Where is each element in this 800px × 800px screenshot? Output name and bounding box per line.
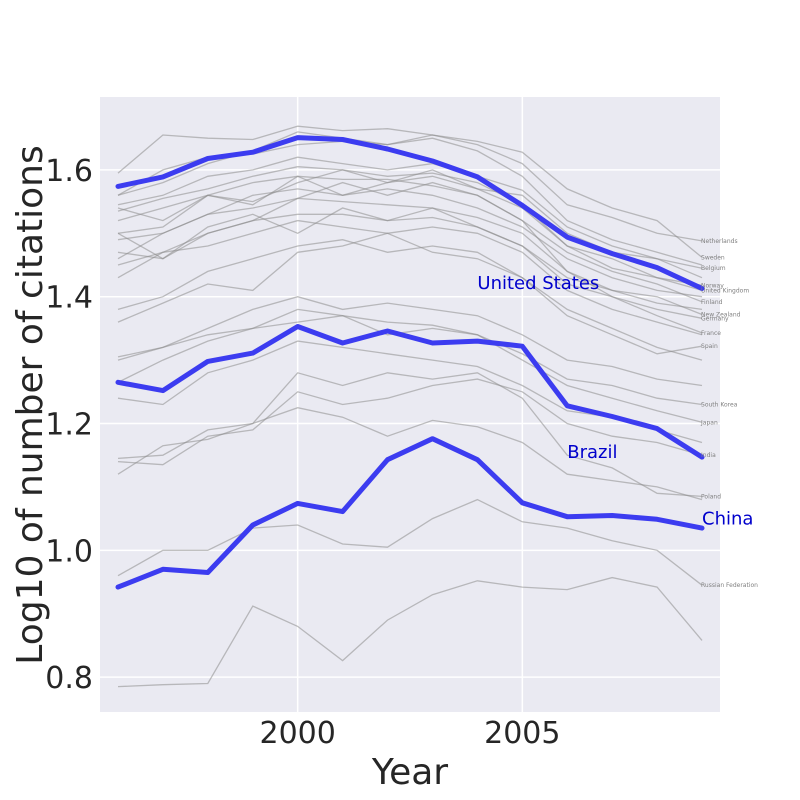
series-end-label: Belgium [701,265,726,272]
series-end-label: Spain [701,343,718,350]
background-series-line [117,372,703,498]
series-end-label: Germany [701,315,729,322]
background-series-line [117,232,703,361]
background-series-line [117,213,703,334]
x-axis-label: Year [371,752,448,793]
series-end-label: Poland [701,493,721,500]
y-tick-label: 1.2 [45,408,93,443]
series-end-label: India [701,452,716,459]
series-end-label: France [701,330,721,337]
series-end-label: Norway [701,282,724,289]
background-series-line [117,407,703,501]
plot-background [100,97,720,712]
series-end-label: Russian Federation [701,582,758,589]
background-series-line [117,498,703,586]
highlight-series-line [115,436,705,590]
highlight-series-label: Brazil [567,442,617,463]
y-tick-label: 0.8 [45,661,93,696]
series-end-label: Finland [701,299,723,306]
y-tick-label: 1.6 [45,154,93,189]
background-series-line [117,175,703,303]
background-series-line [117,156,703,269]
background-series-line [117,125,703,242]
series-end-label: New Zealand [701,311,741,318]
background-series-line [117,131,703,266]
highlight-labels: United States Brazil China [477,273,753,529]
background-series-line [117,315,703,406]
series-end-label: Sweden [701,254,725,261]
y-tick-label: 1.4 [45,281,93,316]
background-series-line [117,239,703,355]
y-tick-label: 1.0 [45,534,93,569]
background-series-line [117,207,703,311]
background-series-line [117,296,703,387]
series-end-label: Japan [700,419,718,426]
background-series-line [117,166,703,292]
series-end-label: Netherlands [701,238,738,245]
background-series-line [117,576,703,688]
x-tick-label: 2005 [484,716,560,751]
background-series-line [117,219,703,336]
background-series-line [117,378,703,466]
highlight-series-label: United States [477,273,599,294]
background-series-line [117,188,703,298]
highlight-series-line [115,135,705,291]
y-axis-label: Log10 of number of citations [10,145,51,664]
series-end-label: South Korea [701,402,738,409]
x-tick-label: 2000 [260,716,336,751]
highlight-series [115,135,705,590]
highlight-series-line [115,324,705,460]
background-series-line [117,308,703,423]
highlight-series-label: China [702,508,753,529]
x-tick-labels: 2000 2005 [260,716,561,751]
background-series-line [117,197,703,319]
series-end-label: United Kingdom [701,287,749,294]
y-tick-labels: 0.8 1.0 1.2 1.4 1.6 [45,154,93,696]
